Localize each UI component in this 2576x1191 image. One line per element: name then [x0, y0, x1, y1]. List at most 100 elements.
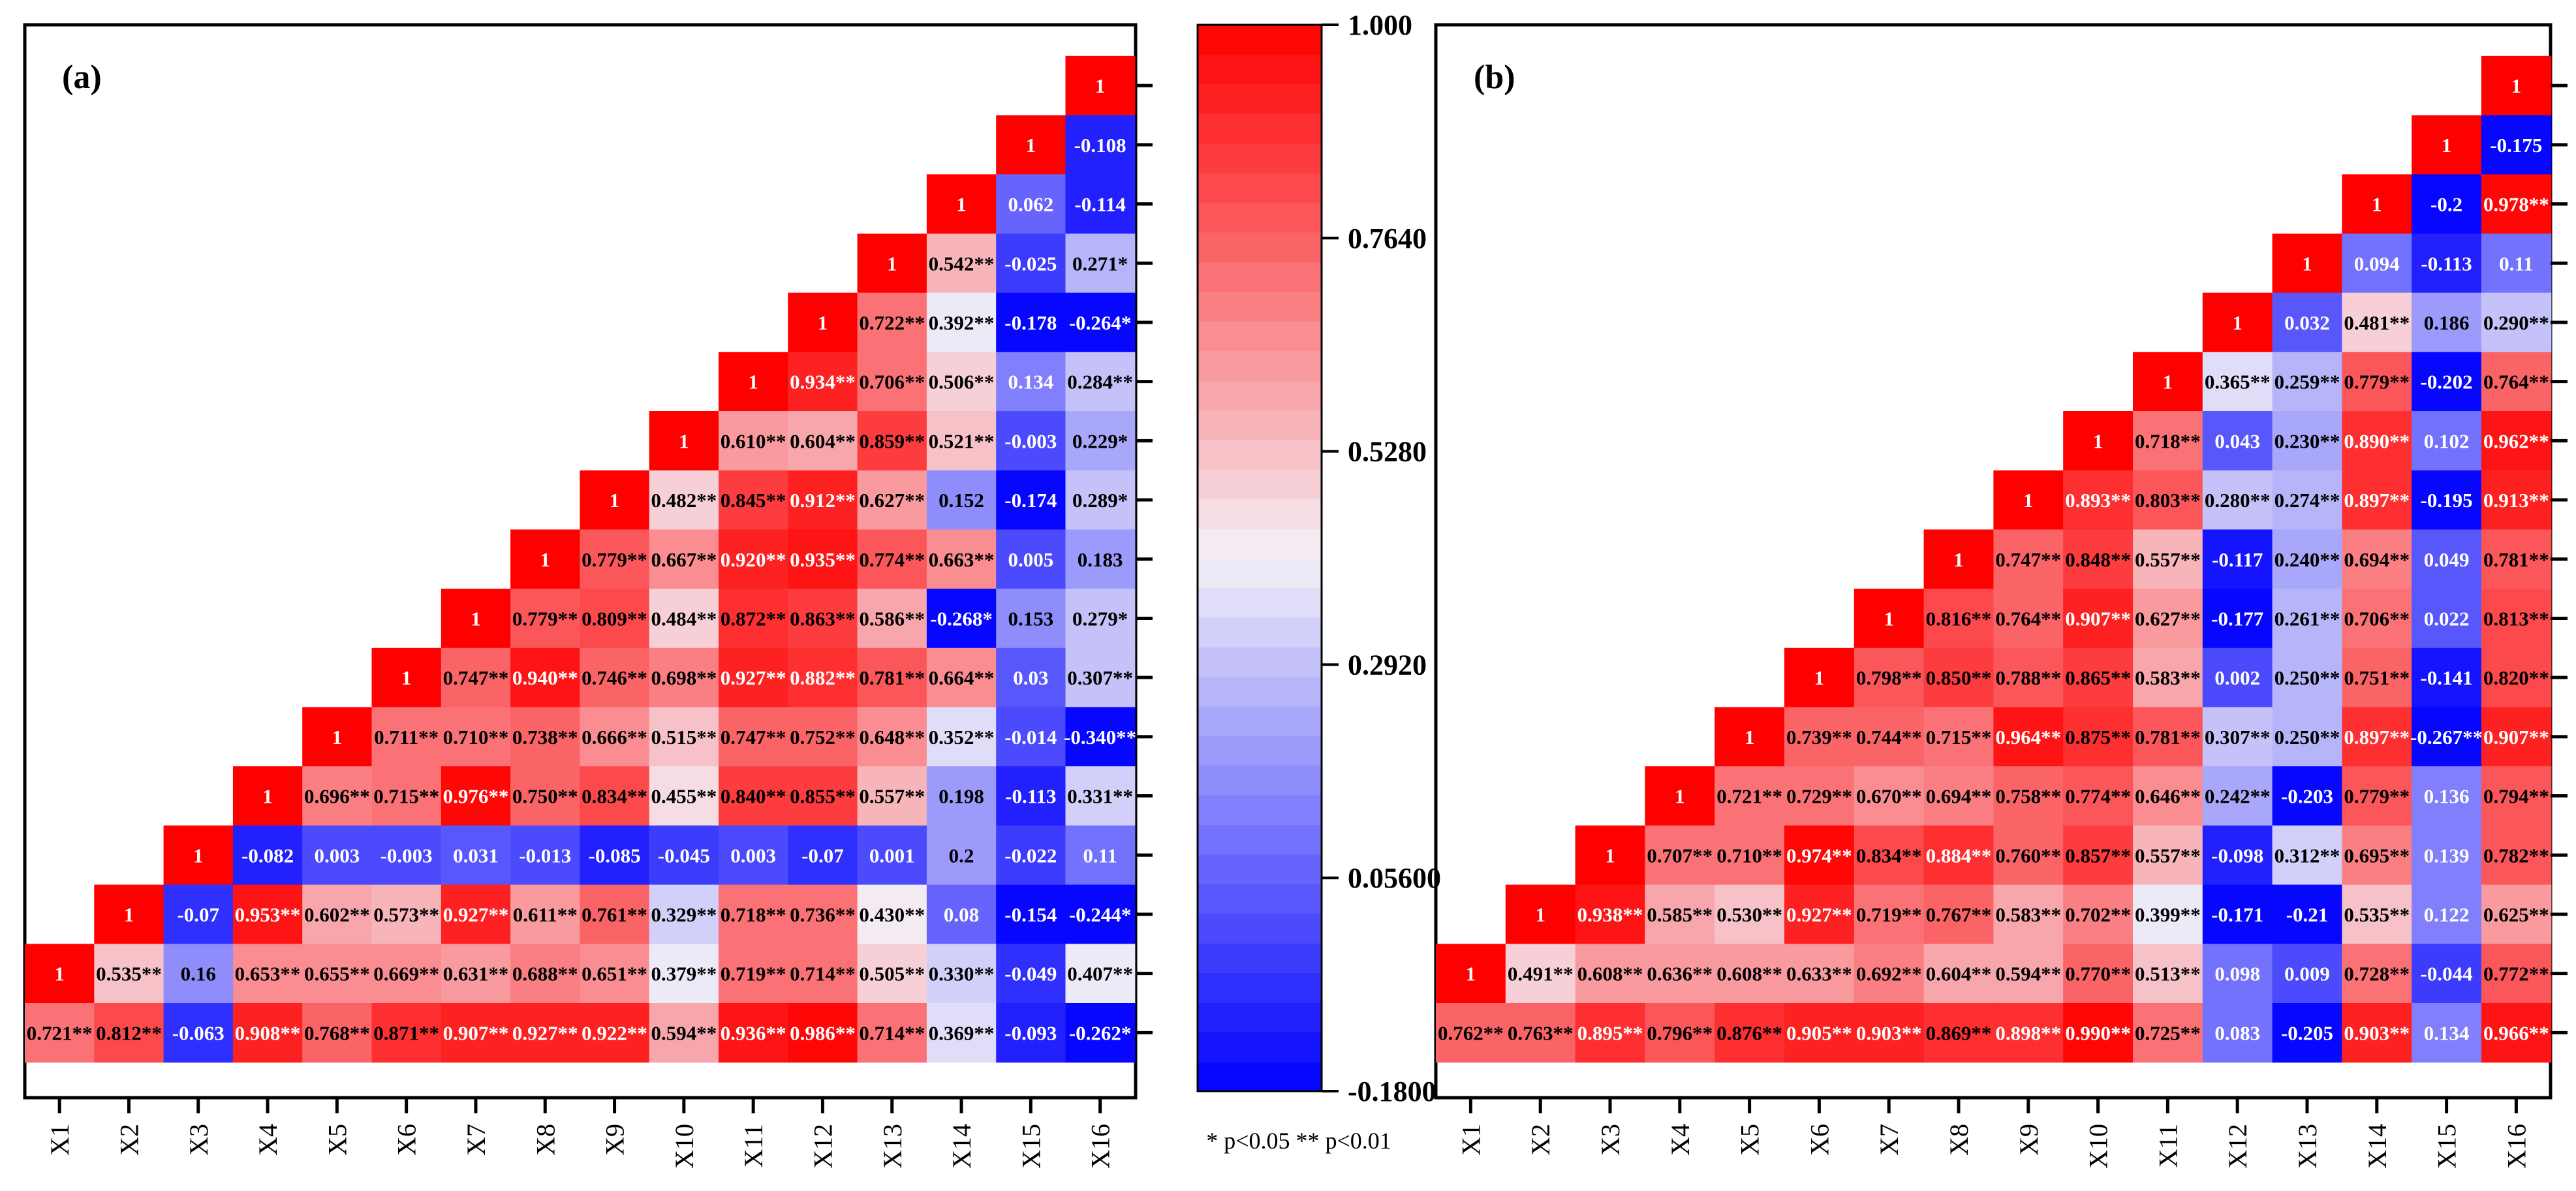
cell-b-r5-c13-label: 0.259** [2274, 371, 2340, 394]
cell-a-r4-c13 [857, 292, 927, 352]
cell-a-r3-c15-label: -0.025 [1004, 252, 1057, 275]
cell-b-r13-c15-label: 0.139 [2424, 844, 2470, 867]
cell-b-r13-c8-label: 0.884** [1926, 844, 1992, 867]
cell-b-r5-c11-label: 1 [2163, 371, 2173, 394]
cell-b-r4-c15-label: 0.186 [2424, 311, 2470, 334]
cell-a-r14-c6 [371, 884, 442, 944]
cell-b-r15-c13 [2272, 944, 2342, 1004]
colorbar-step-9 [1198, 795, 1322, 826]
cell-b-r11-c12 [2202, 707, 2273, 767]
x-label-a-2: X2 [114, 1124, 144, 1156]
cell-b-r6-c14-label: 0.890** [2344, 429, 2410, 452]
cell-a-r4-c16 [1065, 292, 1136, 352]
cell-b-r13-c12 [2202, 825, 2273, 886]
cell-a-r15-c11-label: 0.719** [721, 963, 786, 985]
cell-a-r14-c11-label: 0.718** [721, 903, 786, 926]
colorbar-step-1 [1198, 1032, 1322, 1062]
panel-b: 1 1 -0.175 1 -0.2 0.978** 1 0.094 -0.113 0.11 1 0.0… [1434, 23, 2568, 1169]
cell-a-r14-c2 [94, 884, 164, 944]
colorbar-step-30 [1198, 172, 1322, 204]
cell-a-r14-c8-label: 0.611** [513, 903, 578, 926]
cell-a-r14-c4-label: 0.953** [235, 903, 301, 926]
cell-a-r15-c2-label: 0.535** [96, 963, 162, 985]
cell-a-r2-c15-label: 0.062 [1008, 193, 1053, 216]
cell-a-r10-c10-label: 0.698** [651, 666, 717, 689]
cell-a-r12-c15 [996, 766, 1066, 826]
cell-a-r13-c11-label: 0.003 [730, 844, 776, 867]
cell-a-r15-c16-label: 0.407** [1067, 963, 1133, 985]
cell-b-r3-c13-label: 1 [2302, 252, 2312, 275]
cell-a-r0-c16 [1065, 55, 1136, 116]
cell-b-r13-c13 [2272, 825, 2342, 886]
cell-a-r10-c6 [371, 647, 442, 708]
cell-b-r13-c10-label: 0.857** [2065, 844, 2131, 867]
cell-b-r15-c6 [1784, 944, 1855, 1004]
cell-a-r9-c13 [857, 589, 927, 649]
cell-b-r5-c13 [2272, 352, 2342, 412]
cell-b-r14-c15-label: 0.122 [2424, 903, 2470, 926]
cell-a-r12-c8-label: 0.750** [512, 785, 578, 808]
cell-b-r11-c7-label: 0.744** [1856, 726, 1922, 749]
cell-b-r11-c15 [2412, 707, 2482, 767]
cell-a-r16-c13-label: 0.714** [859, 1021, 925, 1044]
cell-a-r5-c16 [1065, 352, 1136, 412]
cell-b-r13-c3-label: 1 [1605, 844, 1615, 867]
cell-a-r10-c13-label: 0.781** [859, 666, 925, 689]
cell-b-r15-c7 [1854, 944, 1925, 1004]
cell-a-r10-c11-label: 0.927** [721, 666, 786, 689]
cell-b-r13-c4-label: 0.707** [1647, 844, 1713, 867]
cell-a-r15-c3-label: 0.16 [181, 963, 216, 985]
cell-b-r12-c9-label: 0.758** [1995, 785, 2061, 808]
cell-a-r11-c5 [302, 707, 373, 767]
cell-a-r16-c10-label: 0.594** [651, 1021, 717, 1044]
cell-b-r3-c13 [2272, 233, 2342, 294]
cell-b-r7-c16 [2481, 470, 2552, 530]
cell-b-r14-c12 [2202, 884, 2273, 944]
cell-a-r14-c16 [1065, 884, 1136, 944]
cell-b-r14-c13-label: -0.21 [2286, 903, 2329, 926]
cell-a-r11-c12 [788, 707, 858, 767]
cell-b-r16-c7-label: 0.903** [1856, 1021, 1922, 1044]
colorbar-step-32 [1198, 114, 1322, 144]
cell-a-r14-c7-label: 0.927** [443, 903, 509, 926]
cell-a-r16-c4 [232, 1003, 303, 1063]
cell-a-r6-c12-label: 0.604** [790, 429, 856, 452]
cell-a-r15-c10-label: 0.379** [651, 963, 717, 985]
cell-a-r8-c13 [857, 529, 927, 589]
cell-b-r11-c16-label: 0.907** [2483, 726, 2549, 749]
cell-a-r13-c6 [371, 825, 442, 886]
cell-b-r13-c3 [1575, 825, 1645, 886]
cell-b-r4-c16 [2481, 292, 2552, 352]
cell-b-r7-c15 [2412, 470, 2482, 530]
cell-a-r2-c15 [996, 174, 1066, 234]
cell-a-r10-c12-label: 0.882** [790, 666, 856, 689]
cell-b-r12-c11 [2133, 766, 2203, 826]
cell-b-r9-c16 [2481, 589, 2552, 649]
cell-b-r16-c15-label: 0.134 [2424, 1021, 2470, 1044]
cell-b-r15-c3 [1575, 944, 1645, 1004]
cell-b-r13-c4 [1645, 825, 1715, 886]
cell-a-r8-c16-label: 0.183 [1078, 548, 1123, 571]
cell-b-r8-c12 [2202, 529, 2273, 589]
cell-a-r14-c13 [857, 884, 927, 944]
cell-a-r16-c3 [163, 1003, 234, 1063]
cell-b-r9-c16-label: 0.813** [2483, 607, 2549, 630]
cell-b-r11-c10 [2063, 707, 2134, 767]
cell-a-r10-c13 [857, 647, 927, 708]
cell-b-r3-c15 [2412, 233, 2482, 294]
cell-a-r12-c5-label: 0.696** [304, 785, 370, 808]
cell-b-r16-c6-label: 0.905** [1786, 1021, 1852, 1044]
cell-a-r6-c11-label: 0.610** [721, 429, 786, 452]
cell-b-r15-c16 [2481, 944, 2552, 1004]
cell-b-r10-c7 [1854, 647, 1925, 708]
cell-a-r14-c14-label: 0.08 [944, 903, 979, 926]
cell-b-r14-c11-label: 0.399** [2135, 903, 2201, 926]
cell-a-r12-c11-label: 0.840** [721, 785, 786, 808]
cell-b-r14-c10 [2063, 884, 2134, 944]
colorbar-step-23 [1198, 380, 1322, 410]
cell-b-r15-c8 [1923, 944, 1994, 1004]
cell-b-r14-c5-label: 0.530** [1716, 903, 1782, 926]
cell-b-r15-c1-label: 1 [1466, 963, 1476, 985]
cell-b-r7-c11 [2133, 470, 2203, 530]
cell-b-r13-c14-label: 0.695** [2344, 844, 2410, 867]
